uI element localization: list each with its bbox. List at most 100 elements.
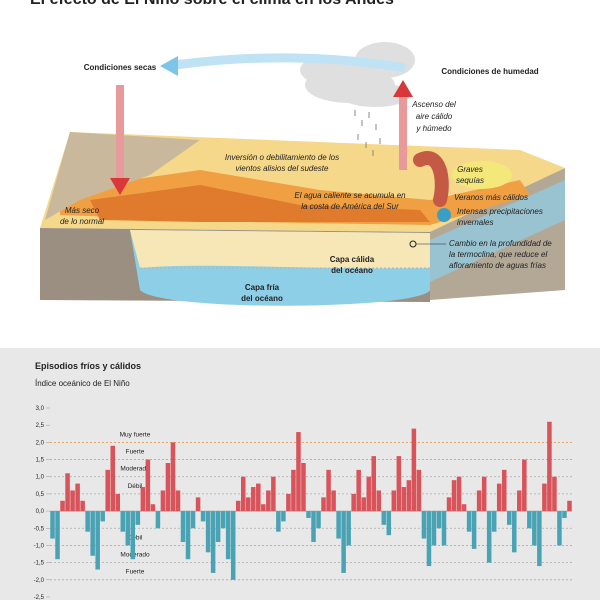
threshold-label: Débil — [128, 483, 143, 490]
bar — [361, 497, 366, 512]
bar — [557, 511, 562, 546]
bar — [271, 476, 276, 512]
bar — [120, 511, 126, 532]
bar — [517, 490, 522, 512]
bar — [291, 469, 296, 512]
bar — [431, 511, 437, 546]
bar — [50, 511, 55, 539]
bar — [100, 511, 105, 522]
title: El efecto de El Niño sobre el clima en l… — [30, 0, 394, 8]
bar — [496, 483, 502, 512]
bar — [190, 511, 196, 529]
bar — [130, 511, 136, 560]
threshold-label: Débil — [128, 534, 143, 541]
bar — [210, 511, 216, 573]
bar — [507, 511, 512, 525]
bar — [145, 459, 151, 512]
bar — [225, 511, 231, 560]
bar — [180, 511, 186, 543]
label: Más seco — [65, 206, 100, 215]
bar — [311, 511, 316, 543]
bar — [346, 511, 351, 546]
rain — [354, 110, 381, 156]
bar — [476, 490, 482, 512]
label: y húmedo — [415, 124, 452, 133]
bar — [416, 469, 422, 512]
threshold-label: Muy fuerte — [120, 431, 151, 438]
bar — [301, 462, 306, 512]
bar — [140, 487, 146, 512]
y-tick-label: 1,5 — [36, 458, 45, 464]
bar — [466, 511, 472, 532]
bar — [110, 445, 115, 512]
bar — [552, 476, 557, 512]
plot: 3,0 2,5 2,0 1,5 1,0 0,5 0,0 -0,5 -1,0 -1,5 -2,0 -2,… — [34, 406, 572, 600]
bar — [175, 490, 181, 512]
bar — [170, 442, 176, 512]
bar — [321, 497, 326, 512]
label: la costa de América del Sur — [301, 202, 399, 211]
bar — [376, 490, 382, 512]
bar — [436, 511, 442, 529]
bar — [501, 469, 507, 512]
y-tick-label: 1,0 — [36, 475, 45, 481]
bar — [135, 511, 141, 525]
threshold-label: Moderado — [120, 466, 150, 473]
bar — [341, 511, 346, 573]
bar — [421, 511, 427, 539]
bar — [461, 504, 467, 512]
bar — [471, 511, 477, 549]
label: Cambio en la profundidad de — [449, 239, 552, 248]
bar — [522, 459, 527, 512]
bar — [90, 511, 95, 556]
bar — [240, 476, 246, 512]
bar — [486, 511, 492, 563]
bar — [481, 476, 487, 512]
label: sequías — [456, 176, 484, 185]
arrowhead — [110, 178, 130, 195]
bar — [351, 493, 356, 512]
bar — [567, 500, 572, 512]
bar — [391, 490, 397, 512]
y-tick-label: 3,0 — [36, 406, 45, 412]
bar — [200, 511, 206, 522]
threshold-label: Fuerte — [126, 449, 145, 456]
y-tick-label: 2,5 — [36, 423, 45, 429]
bar — [235, 500, 241, 512]
bar — [542, 483, 547, 512]
arrowhead — [160, 56, 178, 76]
bar — [381, 511, 387, 525]
threshold-label: Moderado — [120, 551, 150, 558]
y-tick-label: 2,0 — [36, 440, 45, 446]
bar — [356, 469, 361, 512]
bar — [155, 511, 161, 529]
label: Capa fría — [245, 283, 280, 292]
bar — [491, 511, 497, 532]
y-tick-label: 0,5 — [36, 492, 45, 498]
label: Condiciones de humedad — [441, 67, 538, 76]
y-tick-label: -1,0 — [34, 543, 45, 549]
label: Capa cálida — [330, 255, 375, 264]
bar — [451, 480, 457, 512]
bar — [532, 511, 537, 546]
bar — [205, 511, 211, 553]
chart-subtitle: Índice oceánico de El Niño — [35, 379, 130, 388]
bar — [60, 500, 65, 512]
bar — [547, 421, 552, 512]
bar — [537, 511, 542, 567]
bar — [165, 462, 171, 512]
bar — [286, 493, 291, 512]
bar — [70, 490, 75, 512]
label: Inversión o debilitamiento de los — [225, 153, 339, 162]
bar — [336, 511, 341, 539]
bar — [401, 487, 407, 512]
bar — [426, 511, 432, 567]
bar — [95, 511, 100, 570]
bar — [65, 473, 70, 512]
y-tick-label: -2,0 — [34, 578, 45, 584]
label: El agua caliente se acumula en — [294, 191, 406, 200]
drought-blob — [452, 161, 512, 189]
bar — [85, 511, 90, 532]
label: Condiciones secas — [84, 63, 157, 72]
